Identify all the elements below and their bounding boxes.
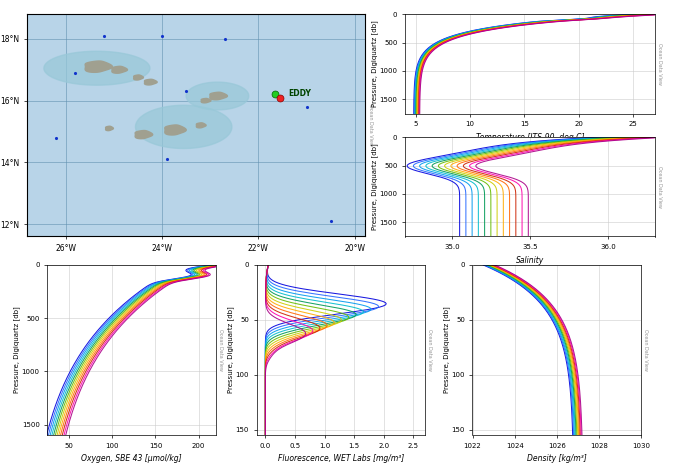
Text: Ocean Data View: Ocean Data View [368,105,373,146]
X-axis label: Temperature [ITS-90, deg C]: Temperature [ITS-90, deg C] [476,133,584,142]
Polygon shape [201,98,211,103]
Polygon shape [44,51,150,85]
Polygon shape [186,82,249,110]
X-axis label: Oxygen, SBE 43 [μmol/kg]: Oxygen, SBE 43 [μmol/kg] [81,455,182,464]
Polygon shape [136,105,232,149]
Polygon shape [134,75,143,80]
Text: Ocean Data View: Ocean Data View [657,43,662,85]
Polygon shape [135,131,153,139]
Polygon shape [112,66,128,73]
Polygon shape [210,92,227,100]
Y-axis label: Pressure, Digiquartz [db]: Pressure, Digiquartz [db] [443,307,450,394]
X-axis label: Density [kg/m³]: Density [kg/m³] [527,455,587,464]
Polygon shape [196,123,206,128]
Text: Ocean Data View: Ocean Data View [217,329,223,371]
Y-axis label: Pressure, Digiquartz [db]: Pressure, Digiquartz [db] [227,307,234,394]
X-axis label: Fluorescence, WET Labs [mg/m³]: Fluorescence, WET Labs [mg/m³] [277,455,404,464]
Text: Ocean Data View: Ocean Data View [643,329,648,371]
Polygon shape [105,126,113,131]
Polygon shape [85,61,113,72]
Y-axis label: Pressure, Digiquartz [db]: Pressure, Digiquartz [db] [371,143,378,230]
Text: EDDY: EDDY [288,89,311,98]
Y-axis label: Pressure, Digiquartz [db]: Pressure, Digiquartz [db] [14,307,20,394]
Text: Ocean Data View: Ocean Data View [657,166,662,208]
Polygon shape [165,125,186,135]
Polygon shape [144,79,157,85]
Text: Ocean Data View: Ocean Data View [427,329,432,371]
X-axis label: Salinity: Salinity [516,256,544,265]
Y-axis label: Pressure, Digiquartz [db]: Pressure, Digiquartz [db] [371,20,378,107]
